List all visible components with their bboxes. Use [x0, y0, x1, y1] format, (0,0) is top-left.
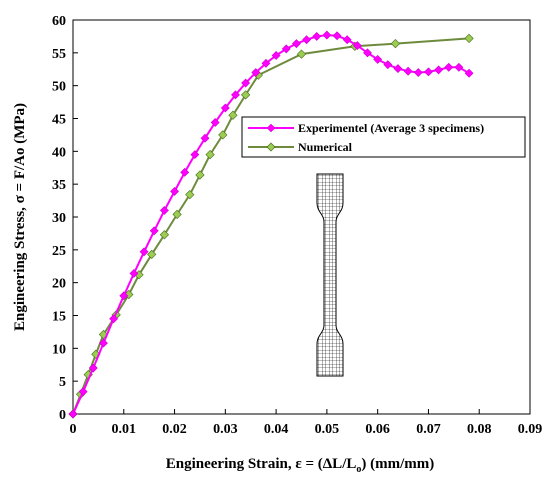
series-numerical [68, 33, 474, 419]
data-point-experimental [352, 41, 362, 51]
legend-label-numerical: Numerical [298, 140, 353, 154]
data-point-experimental [281, 44, 291, 54]
data-point-numerical [172, 209, 182, 219]
x-axis-title: Engineering Strain, ε = (ΔL/Lo) (mm/mm) [166, 456, 435, 475]
data-point-experimental [332, 31, 342, 41]
data-point-experimental [291, 39, 301, 49]
data-point-numerical [147, 249, 157, 260]
data-point-experimental [322, 30, 332, 40]
data-point-experimental [139, 247, 149, 257]
legend-label-experimental: Experimentel (Average 3 specimens) [298, 121, 484, 135]
y-tick-label: 45 [52, 113, 66, 128]
data-point-numerical [159, 230, 170, 240]
x-tick-label: 0.06 [365, 422, 390, 437]
x-tick-label: 0.03 [213, 422, 238, 437]
data-point-experimental [342, 35, 352, 45]
plot-frame [72, 19, 531, 415]
x-axis-title-tail: ) (mm/mm) [361, 456, 434, 472]
data-point-numerical [241, 90, 251, 100]
data-point-numerical [218, 130, 228, 140]
data-point-experimental [220, 103, 230, 113]
y-tick-label: 25 [52, 244, 66, 259]
x-axis-title-subscript: o [356, 464, 361, 475]
data-point-experimental [464, 68, 474, 78]
data-point-experimental [129, 269, 139, 278]
series-line-experimental [72, 34, 470, 415]
x-tick-label: 0.09 [518, 422, 543, 437]
data-point-numerical [228, 110, 238, 120]
data-point-experimental [210, 118, 220, 127]
y-tick-label: 60 [52, 14, 66, 29]
data-point-numerical [464, 33, 474, 44]
data-point-experimental [393, 64, 403, 74]
y-tick-label: 30 [52, 211, 66, 226]
legend-marker-numerical [266, 142, 276, 152]
data-point-experimental [403, 66, 413, 76]
data-point-experimental [373, 54, 383, 64]
data-point-experimental [363, 48, 372, 58]
y-tick-labels: 0 5 10 15 20 25 30 35 40 45 50 55 60 [52, 14, 66, 423]
data-point-experimental [68, 409, 78, 419]
axis-ticks [72, 19, 531, 415]
data-point-experimental [159, 206, 169, 215]
y-tick-label: 0 [59, 408, 66, 423]
series-experimental [68, 30, 474, 419]
x-tick-label: 0.05 [315, 422, 340, 437]
data-point-experimental [149, 226, 159, 236]
data-point-experimental [109, 314, 119, 324]
dogbone-mesh-specimen-icon [316, 173, 344, 377]
x-tick-label: 0.08 [467, 422, 492, 437]
data-point-numerical [205, 149, 215, 160]
y-tick-label: 20 [52, 277, 66, 292]
y-tick-label: 50 [52, 80, 66, 95]
x-tick-label: 0.01 [112, 422, 137, 437]
data-point-numerical [185, 190, 195, 200]
data-point-experimental [434, 65, 444, 75]
data-point-experimental [271, 51, 281, 60]
data-point-experimental [261, 58, 271, 68]
legend-box [241, 116, 526, 158]
x-tick-labels: 0 0.01 0.02 0.03 0.04 0.05 0.06 0.07 0.08 0.09 [70, 422, 543, 437]
x-tick-label: 0 [70, 422, 77, 437]
data-point-experimental [88, 363, 98, 373]
x-axis-title-main: Engineering Strain, ε = (ΔL/L [166, 456, 357, 472]
y-tick-label: 10 [52, 342, 66, 357]
x-tick-label: 0.07 [416, 422, 441, 437]
x-tick-label: 0.02 [162, 422, 187, 437]
x-tick-label: 0.04 [264, 422, 289, 437]
data-point-experimental [241, 78, 251, 88]
data-point-experimental [200, 133, 210, 143]
data-point-numerical [195, 170, 205, 180]
y-axis-title: Engineering Stress, σ = F/Ao (MPa) [12, 103, 28, 331]
data-point-numerical [296, 49, 307, 59]
y-tick-label: 15 [52, 310, 66, 325]
data-point-experimental [190, 150, 200, 160]
data-point-experimental [99, 338, 108, 348]
y-tick-label: 55 [52, 47, 66, 62]
legend: Experimentel (Average 3 specimens) Numer… [241, 116, 526, 158]
data-point-experimental [119, 291, 129, 301]
y-tick-label: 5 [59, 375, 66, 390]
data-point-experimental [251, 68, 261, 77]
data-point-experimental [170, 186, 179, 196]
data-point-experimental [424, 67, 433, 77]
legend-marker-experimental [266, 123, 276, 133]
data-point-experimental [231, 90, 240, 100]
y-tick-label: 40 [52, 145, 66, 160]
data-point-experimental [180, 167, 190, 177]
series-layer [68, 30, 474, 419]
data-point-experimental [454, 62, 464, 72]
data-point-experimental [78, 387, 88, 397]
series-line-numerical [72, 37, 470, 415]
data-point-experimental [444, 62, 454, 72]
data-point-experimental [413, 68, 423, 77]
data-point-experimental [302, 35, 312, 45]
y-tick-label: 35 [52, 178, 66, 193]
data-point-numerical [390, 39, 401, 49]
data-point-experimental [312, 31, 322, 41]
data-point-experimental [383, 60, 393, 70]
